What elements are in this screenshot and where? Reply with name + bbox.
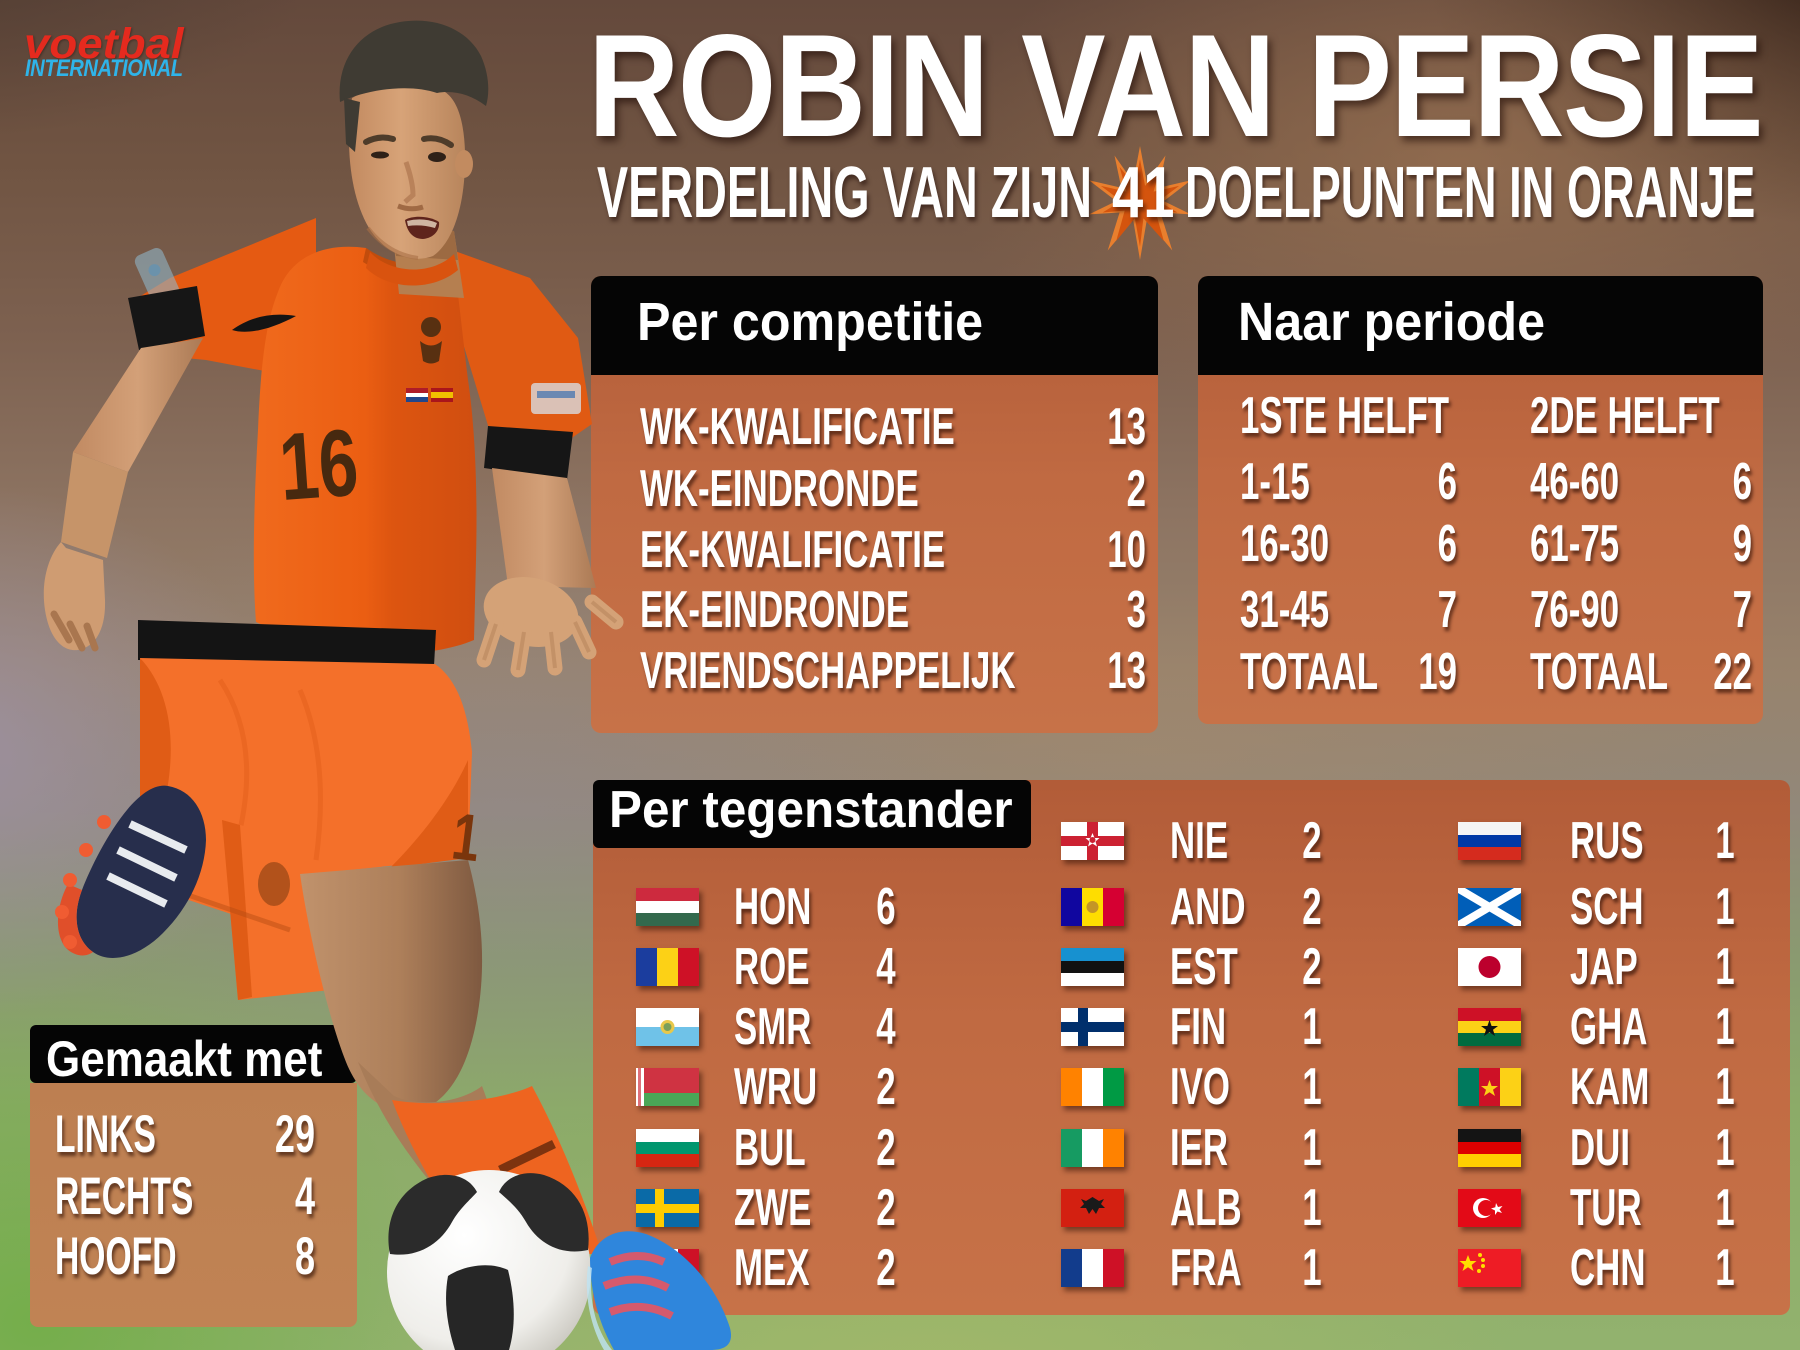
svg-text:16: 16 [276, 408, 361, 520]
